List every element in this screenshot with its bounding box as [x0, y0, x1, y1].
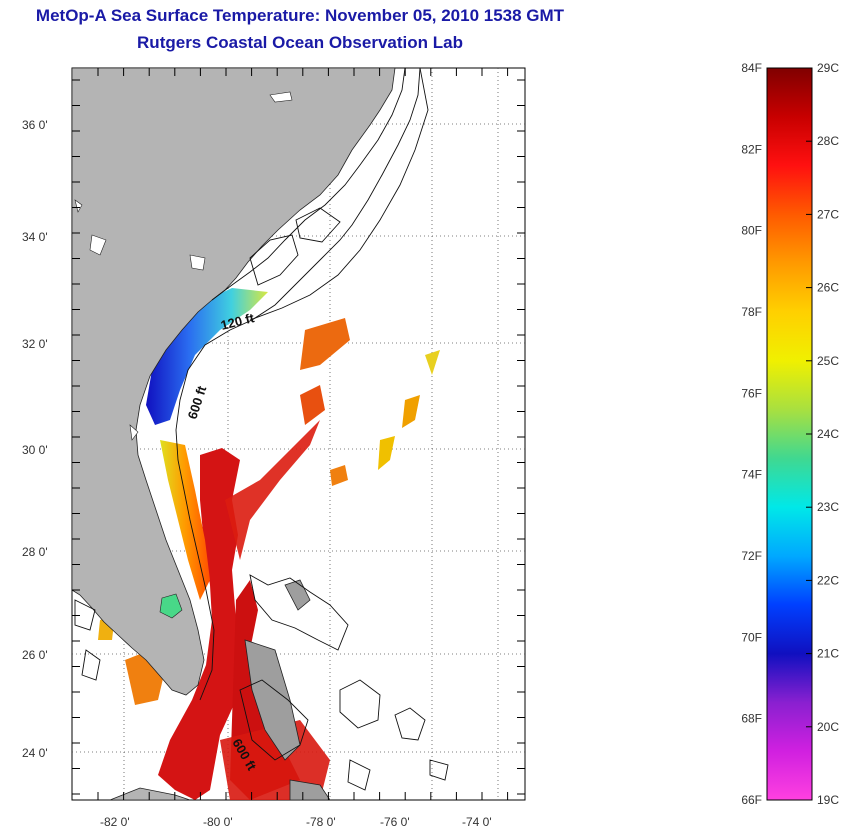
colorbar-c-label: 21C	[817, 647, 839, 661]
colorbar-f-label: 66F	[741, 793, 762, 807]
lon-label-82: -82 0'	[100, 815, 130, 829]
lat-axis-labels: 36 0' 34 0' 32 0' 30 0' 28 0' 26 0' 24 0…	[22, 118, 48, 760]
colorbar-c-label: 28C	[817, 134, 839, 148]
colorbar-swatch	[766, 67, 813, 801]
colorbar-f-label: 70F	[741, 630, 762, 644]
colorbar-f-label: 76F	[741, 386, 762, 400]
bathymetry-contours	[74, 68, 449, 791]
lakes	[74, 91, 293, 441]
colorbar-fahrenheit-labels: 84F 82F 80F 78F 76F 74F 72F 70F 68F 66F	[741, 61, 762, 807]
colorbar-f-label: 72F	[741, 549, 762, 563]
colorbar-f-label: 80F	[741, 224, 762, 238]
lat-label-26: 26 0'	[22, 648, 48, 662]
colorbar-c-label: 23C	[817, 500, 839, 514]
lat-label-34: 34 0'	[22, 230, 48, 244]
colorbar-f-label: 74F	[741, 468, 762, 482]
colorbar-c-label: 25C	[817, 354, 839, 368]
colorbar-c-label: 26C	[817, 281, 839, 295]
lon-label-80: -80 0'	[203, 815, 233, 829]
colorbar-c-label: 20C	[817, 720, 839, 734]
lat-label-28: 28 0'	[22, 545, 48, 559]
lon-axis-labels: -82 0' -80 0' -78 0' -76 0' -74 0'	[100, 815, 492, 829]
lat-label-30: 30 0'	[22, 443, 48, 457]
colorbar-c-label: 29C	[817, 61, 839, 75]
colorbar-c-label: 27C	[817, 207, 839, 221]
lat-label-32: 32 0'	[22, 337, 48, 351]
lon-label-74: -74 0'	[462, 815, 492, 829]
colorbar-ticks	[806, 67, 812, 801]
axis-ticks	[72, 68, 525, 800]
lat-label-36: 36 0'	[22, 118, 48, 132]
colorbar-c-label: 19C	[817, 793, 839, 807]
lat-label-24: 24 0'	[22, 746, 48, 760]
land	[72, 68, 396, 800]
map-subtitle: Rutgers Coastal Ocean Observation Lab	[137, 33, 463, 52]
colorbar-c-label: 24C	[817, 427, 839, 441]
lon-label-76: -76 0'	[380, 815, 410, 829]
colorbar-f-label: 84F	[741, 61, 762, 75]
colorbar: 84F 82F 80F 78F 76F 74F 72F 70F 68F 66F 29C 28C 27C…	[741, 61, 839, 807]
colorbar-f-label: 68F	[741, 712, 762, 726]
lon-label-78: -78 0'	[306, 815, 336, 829]
map-title: MetOp-A Sea Surface Temperature: Novembe…	[35, 6, 565, 25]
lake-okeechobee	[159, 593, 183, 619]
colorbar-c-label: 22C	[817, 573, 839, 587]
colorbar-f-label: 78F	[741, 305, 762, 319]
colorbar-f-label: 82F	[741, 142, 762, 156]
colorbar-celsius-labels: 29C 28C 27C 26C 25C 24C 23C 22C 21C 20C 19C	[817, 61, 839, 807]
